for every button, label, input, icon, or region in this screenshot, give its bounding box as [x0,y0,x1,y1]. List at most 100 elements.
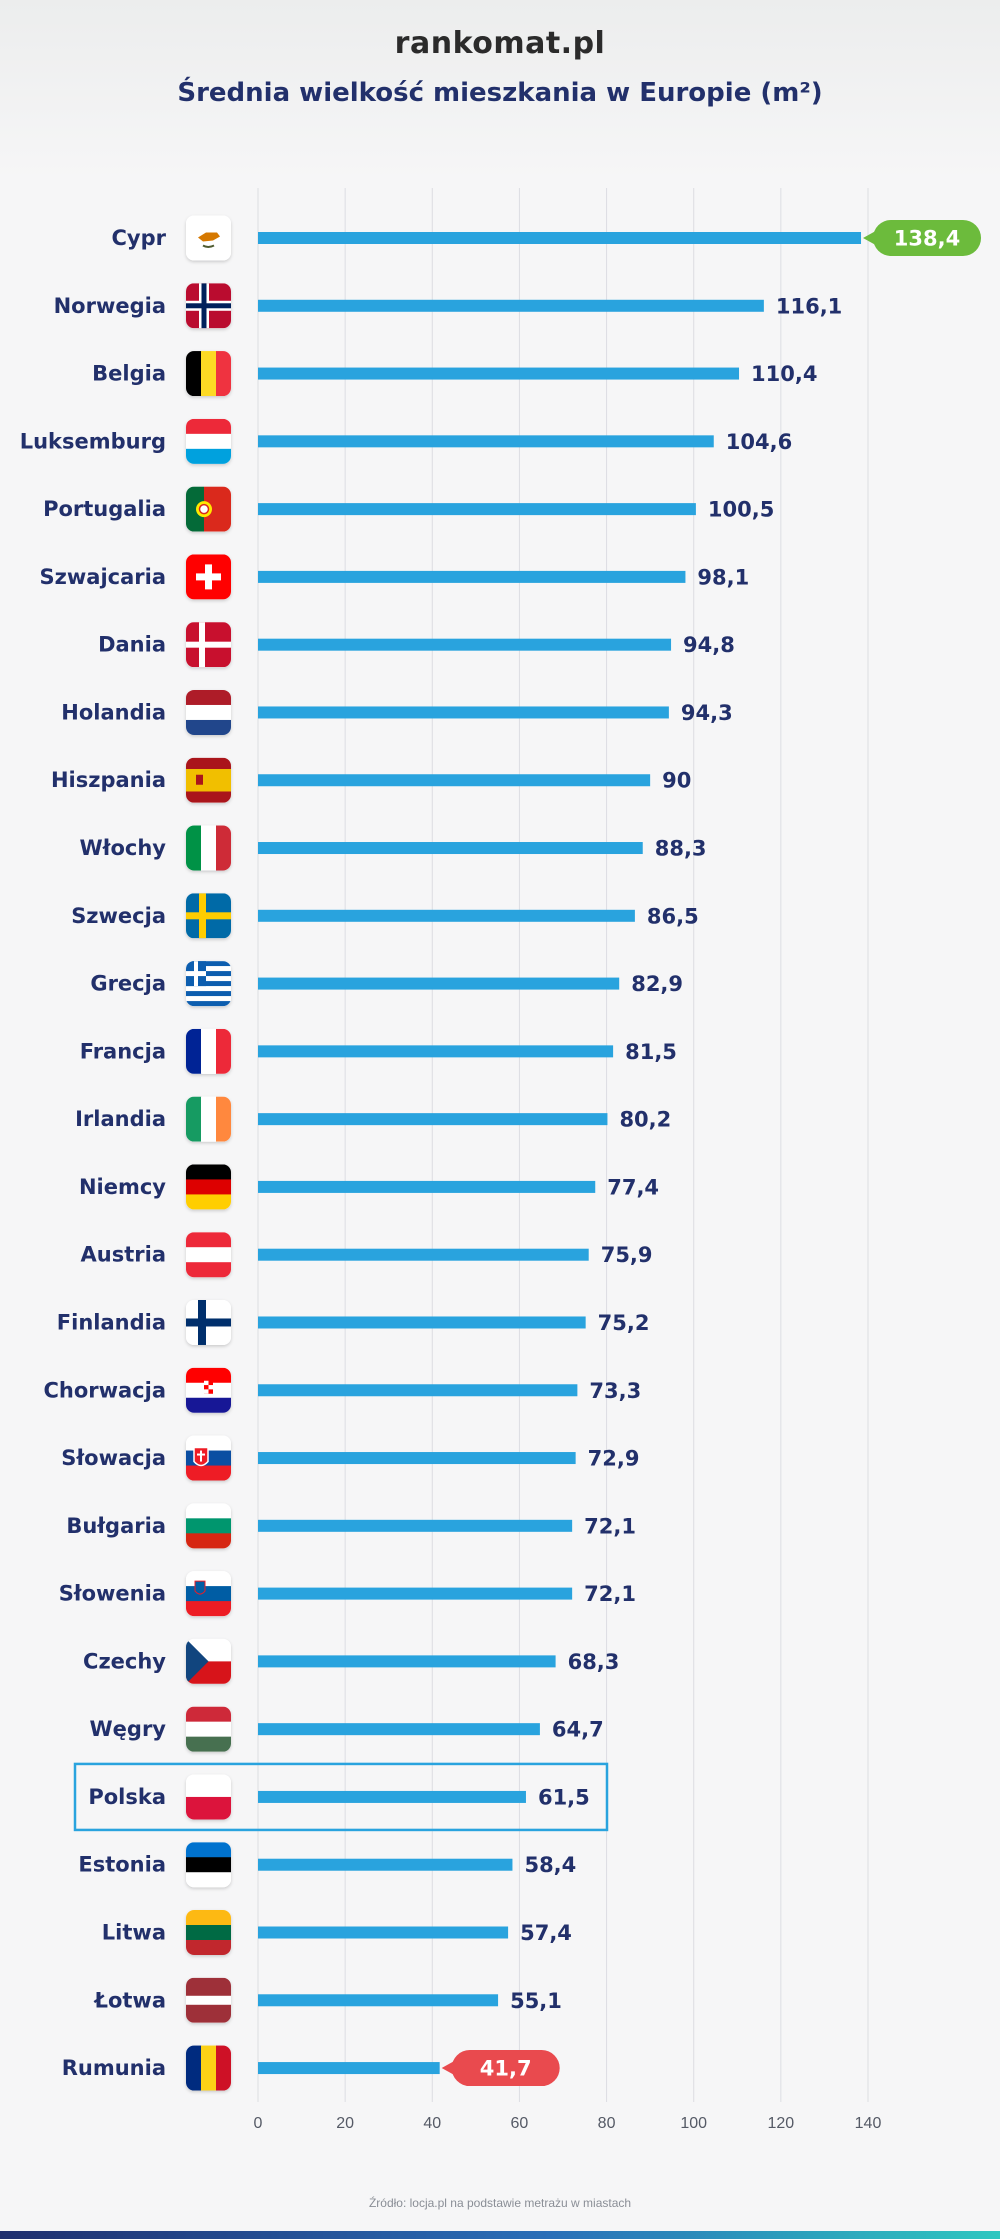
country-label: Hiszpania [51,768,166,792]
bar [258,435,714,448]
value-label: 98,1 [697,565,749,589]
lithuania-flag-icon [186,1910,231,1955]
bar [258,1248,589,1261]
bar-row: Holandia 94,3 [61,689,733,735]
bar [258,232,862,244]
logo: rankomat.pl [394,26,606,61]
austria-flag-icon [186,1232,231,1278]
value-label: 81,5 [625,1040,677,1064]
bar-row: Włochy 88,3 [80,825,707,871]
bar [258,1452,576,1465]
bar-row: Francja 81,5 [80,1028,677,1074]
value-label: 61,5 [538,1785,590,1809]
country-label: Francja [80,1039,166,1063]
bar-row: Belgia 110,4 [92,351,817,397]
country-label: Dania [98,633,166,657]
bar-row: Norwegia 116,1 [54,283,842,329]
finland-flag-icon [186,1299,231,1345]
x-tick-label: 140 [855,2115,882,2132]
bar-row: Litwa 57,4 [102,1910,572,1955]
poland-flag-icon [186,1774,231,1820]
country-label: Luksemburg [20,429,166,453]
bar [258,1858,513,1871]
latvia-flag-icon [186,1977,231,2023]
value-label: 75,9 [601,1243,653,1267]
bar-row: Irlandia 80,2 [75,1096,671,1142]
value-label: 100,5 [708,498,774,522]
value-label: 58,4 [524,1853,576,1877]
country-label: Szwajcaria [40,565,166,589]
denmark-flag-icon [186,622,231,668]
bar [258,638,672,651]
bar-row: Rumunia 41,7 [62,2045,560,2091]
value-label: 77,4 [607,1175,659,1199]
highlight-frame [73,1762,609,1832]
bar-row: Niemcy 77,4 [79,1164,659,1210]
hungary-flag-icon [186,1706,231,1752]
value-label: 110,4 [751,362,817,386]
country-label: Litwa [102,1921,166,1945]
croatia-flag-icon [186,1367,231,1413]
bar [258,503,696,516]
country-label: Irlandia [75,1107,166,1131]
bar-row: Szwajcaria 98,1 [40,554,749,600]
country-label: Słowacja [61,1446,166,1470]
belgium-flag-icon [186,351,231,397]
value-label: 64,7 [552,1718,604,1742]
cyprus-flag-icon [186,215,231,261]
bar-row: Finlandia 75,2 [57,1299,650,1345]
country-label: Chorwacja [43,1378,166,1402]
chart-title: Średnia wielkość mieszkania w Europie (m… [177,78,823,108]
value-label: 86,5 [647,904,699,928]
x-tick-label: 120 [768,2115,795,2132]
estonia-flag-icon [186,1842,231,1888]
country-label: Włochy [80,836,167,860]
value-label: 104,6 [726,430,792,454]
bar [258,842,643,855]
bar-row: Czechy 68,3 [83,1638,620,1684]
country-label: Niemcy [79,1175,166,1199]
x-tick-label: 80 [598,2115,616,2132]
bar-row: Cypr 138,4 [112,215,982,261]
bar [258,1113,608,1126]
bar-row: Hiszpania 90 [51,757,691,803]
bulgaria-flag-icon [186,1503,231,1549]
bar [258,1316,586,1329]
bar-row: Austria 75,9 [81,1232,653,1278]
grid-lines [257,188,869,2102]
luxembourg-flag-icon [186,418,231,464]
value-label: 116,1 [776,294,842,318]
slovenia-flag-icon [186,1571,231,1617]
country-label: Bułgaria [66,1514,166,1538]
value-label: 41,7 [480,2057,532,2081]
country-label: Belgia [92,362,166,386]
czechia-flag-icon [186,1638,231,1684]
min-value-pill: 41,7 [441,2050,560,2087]
portugal-flag-icon [186,486,231,532]
bar [258,1384,578,1397]
bar [258,1655,556,1668]
country-label: Finlandia [57,1310,166,1334]
value-label: 88,3 [655,837,707,861]
bar-row: Szwecja 86,5 [71,893,699,939]
value-label: 68,3 [568,1650,620,1674]
value-label: 82,9 [631,972,683,996]
country-label: Grecja [90,972,166,996]
bar-row: Polska 61,5 [73,1762,609,1832]
bar [258,977,620,990]
value-label: 94,3 [681,701,733,725]
x-tick-label: 60 [511,2115,529,2132]
x-tick-label: 20 [336,2115,354,2132]
country-label: Norwegia [54,294,166,318]
norway-flag-icon [186,283,231,329]
value-label: 75,2 [598,1311,650,1335]
country-label: Holandia [61,700,166,724]
value-label: 73,3 [589,1379,641,1403]
bar-row: Słowenia 72,1 [59,1571,636,1617]
bar [258,1587,573,1600]
value-label: 138,4 [894,227,960,251]
value-label: 94,8 [683,633,735,657]
bar [258,774,651,787]
bar [258,2062,440,2075]
